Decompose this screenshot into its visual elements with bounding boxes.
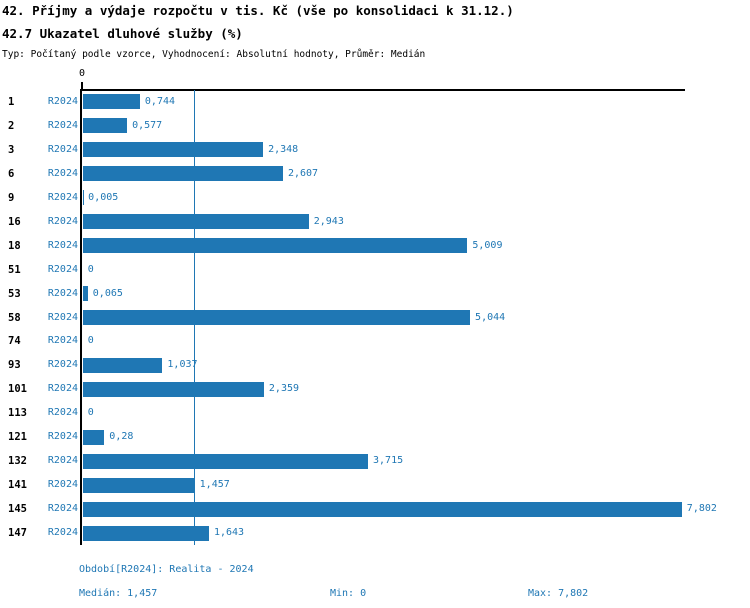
row-series-label: R2024 xyxy=(47,479,78,491)
row-series-label: R2024 xyxy=(47,503,78,515)
row-series-label: R2024 xyxy=(47,95,78,107)
bar-value-label: 3,715 xyxy=(373,455,404,467)
row-series-label: R2024 xyxy=(47,359,78,371)
bar xyxy=(82,238,468,254)
row-category-label: 2 xyxy=(8,119,15,132)
bar-value-label: 0,065 xyxy=(92,287,123,299)
row-category-label: 6 xyxy=(8,167,15,180)
row-series-label: R2024 xyxy=(47,143,78,155)
row-series-label: R2024 xyxy=(47,191,78,203)
footer-median-label: Medián: 1,457 xyxy=(79,588,158,599)
bar xyxy=(82,118,128,134)
chart-title-line1: 42. Příjmy a výdaje rozpočtu v tis. Kč (… xyxy=(2,3,514,18)
bar xyxy=(82,286,88,302)
bar-value-label: 0 xyxy=(87,335,94,347)
bar xyxy=(82,94,140,110)
row-series-label: R2024 xyxy=(47,335,78,347)
row-category-label: 132 xyxy=(8,455,27,468)
bar-value-label: 7,802 xyxy=(686,503,717,515)
bar-value-label: 0,005 xyxy=(88,191,119,203)
chart-subtitle: Typ: Počítaný podle vzorce, Vyhodnocení:… xyxy=(2,49,426,60)
footer-min-label: Min: 0 xyxy=(330,588,367,599)
chart-title-line2: 42.7 Ukazatel dluhové služby (%) xyxy=(2,26,243,41)
bar xyxy=(82,310,471,325)
bar-value-label: 2,359 xyxy=(268,383,300,395)
bar-value-label: 2,348 xyxy=(268,143,299,155)
row-category-label: 53 xyxy=(8,287,21,300)
bar-value-label: 0,744 xyxy=(144,95,176,107)
bar xyxy=(82,477,195,493)
bar xyxy=(82,214,309,230)
row-series-label: R2024 xyxy=(47,287,78,299)
row-series-label: R2024 xyxy=(47,263,78,275)
row-category-label: 18 xyxy=(8,239,21,252)
bar xyxy=(82,142,264,158)
row-category-label: 9 xyxy=(8,191,15,204)
bar xyxy=(82,501,682,517)
row-category-label: 16 xyxy=(8,215,21,228)
bar-value-label: 1,037 xyxy=(167,359,198,371)
bar-value-label: 0,28 xyxy=(109,431,134,443)
row-category-label: 1 xyxy=(8,95,15,108)
x-axis-line xyxy=(80,88,685,91)
row-series-label: R2024 xyxy=(47,119,78,131)
row-series-label: R2024 xyxy=(47,311,78,323)
row-category-label: 58 xyxy=(8,311,21,324)
bar-value-label: 0,577 xyxy=(132,119,163,131)
row-series-label: R2024 xyxy=(47,383,78,395)
x-axis-zero-tick-label: 0 xyxy=(78,68,86,79)
row-series-label: R2024 xyxy=(47,527,78,539)
row-series-label: R2024 xyxy=(47,215,78,227)
row-category-label: 101 xyxy=(8,383,27,396)
row-series-label: R2024 xyxy=(47,455,78,467)
footer-period-label: Období[R2024]: Realita - 2024 xyxy=(79,564,254,575)
y-axis-line xyxy=(80,88,82,545)
bar-value-label: 1,643 xyxy=(213,527,245,539)
row-category-label: 121 xyxy=(8,431,27,444)
footer-max-label: Max: 7,802 xyxy=(528,588,589,599)
row-category-label: 74 xyxy=(8,335,21,348)
row-series-label: R2024 xyxy=(47,407,78,419)
row-category-label: 93 xyxy=(8,359,21,372)
row-category-label: 145 xyxy=(8,503,27,516)
bar xyxy=(82,381,264,397)
x-axis-tick-mark xyxy=(81,82,83,89)
bar xyxy=(82,453,369,469)
row-category-label: 141 xyxy=(8,479,27,492)
bar-value-label: 5,044 xyxy=(475,311,506,323)
bar xyxy=(82,166,283,182)
bar xyxy=(82,357,163,373)
row-category-label: 147 xyxy=(8,527,27,540)
bar-value-label: 2,607 xyxy=(287,167,319,179)
bar-value-label: 0 xyxy=(87,407,94,419)
bar-value-label: 5,009 xyxy=(472,239,503,251)
bar-value-label: 1,457 xyxy=(199,479,230,491)
row-series-label: R2024 xyxy=(47,239,78,251)
row-category-label: 3 xyxy=(8,143,15,156)
bar xyxy=(82,525,209,541)
bar-value-label: 0 xyxy=(87,263,94,275)
row-series-label: R2024 xyxy=(47,167,78,179)
bar xyxy=(82,429,105,445)
row-category-label: 113 xyxy=(8,407,27,420)
row-series-label: R2024 xyxy=(47,431,78,443)
row-category-label: 51 xyxy=(8,263,21,276)
bar-value-label: 2,943 xyxy=(313,215,344,227)
